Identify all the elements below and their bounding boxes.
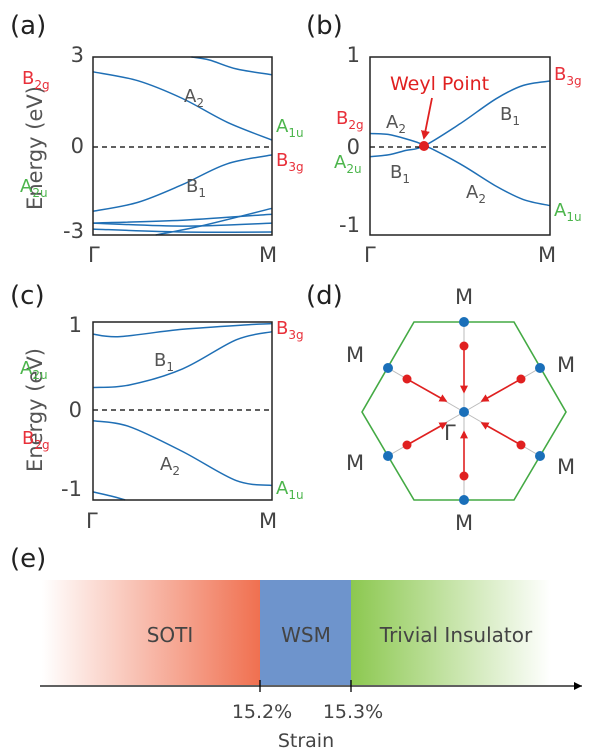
- band-c-2: [92, 419, 273, 487]
- panel-d: (d): [306, 281, 575, 535]
- strain-boundary-2: 15.3%: [323, 701, 383, 723]
- band-a-3: [191, 56, 273, 76]
- band-a-5: [92, 213, 273, 224]
- bz-arrows: [406, 346, 522, 476]
- phase-wsm-region: [260, 580, 351, 685]
- phase-soti-region: [42, 580, 260, 685]
- panel-a-ytick-top: 3: [71, 43, 84, 67]
- band-b-2: [369, 80, 551, 158]
- bz-vertex-label-upper-left: M: [346, 343, 364, 367]
- weyl-point-marker: [419, 141, 429, 151]
- panel-c-ytick-bottom: -1: [61, 477, 82, 501]
- panel-a-irrep-b2g: B2g: [22, 68, 50, 92]
- panel-a-frame: [92, 56, 273, 236]
- bz-vertex-label-bottom: M: [455, 511, 473, 535]
- bz-high-symmetry-points: [383, 317, 545, 505]
- phase-trivial-label: Trivial Insulator: [379, 623, 533, 647]
- panel-b-irrep-a2-bot: A2: [466, 182, 486, 206]
- panel-d-label: (d): [306, 281, 343, 311]
- panel-a-ylabel: Energy (eV): [23, 86, 47, 210]
- bz-vertex-label-lower-right: M: [557, 455, 575, 479]
- band-a-6: [92, 222, 273, 227]
- band-c-1: [92, 330, 273, 389]
- weyl-point-arrow: [420, 97, 433, 140]
- panel-b: (b) 1 0 -1 Γ M Weyl Point B2g A2u B3g A1…: [306, 11, 582, 267]
- band-c-4: [92, 491, 126, 501]
- band-a-1: [92, 71, 273, 141]
- panel-a-ytick-zero: 0: [71, 134, 84, 158]
- panel-c-irrep-a2u: A2u: [20, 358, 48, 382]
- panel-b-irrep-a1u: A1u: [554, 200, 582, 224]
- panel-c-ytick-top: 1: [69, 313, 82, 337]
- panel-c-frame: [92, 321, 273, 501]
- panel-c-label: (c): [10, 281, 45, 311]
- panel-c-xtick-m: M: [259, 509, 277, 533]
- strain-boundary-1: 15.2%: [232, 701, 292, 723]
- phase-soti-label: SOTI: [147, 623, 194, 647]
- panel-b-irrep-a2u: A2u: [334, 152, 362, 176]
- panel-b-xtick-gamma: Γ: [364, 243, 376, 267]
- band-a-2: [92, 154, 273, 213]
- panel-b-xtick-m: M: [538, 243, 556, 267]
- panel-a-label: (a): [10, 11, 46, 41]
- panel-a: (a) Energy (eV) 3 0 -3 Γ M B2g A2u A1u B…: [10, 11, 304, 267]
- panel-c-irrep-b1: B1: [154, 350, 174, 374]
- panel-a-xtick-gamma: Γ: [88, 243, 100, 267]
- panel-c-ylabel: Energy (eV): [23, 348, 47, 472]
- panel-b-irrep-b2g: B2g: [336, 108, 364, 132]
- panel-b-ytick-top: 1: [347, 43, 360, 67]
- panel-b-frame: [369, 56, 551, 236]
- strain-axis-label: Strain: [278, 730, 334, 752]
- panel-b-label: (b): [306, 11, 343, 41]
- panel-b-irrep-b3g: B3g: [554, 64, 582, 88]
- band-a-4: [92, 228, 273, 233]
- panel-c-xtick-gamma: Γ: [86, 509, 98, 533]
- panel-c-irrep-b3g: B3g: [276, 318, 304, 342]
- panel-a-xtick-m: M: [259, 243, 277, 267]
- phase-wsm-label: WSM: [281, 623, 331, 647]
- panel-c-irrep-a2: A2: [160, 454, 180, 478]
- panel-b-irrep-b1-bot: B1: [390, 162, 410, 186]
- weyl-points-bz: [402, 341, 526, 481]
- bz-vertex-label-upper-right: M: [557, 353, 575, 377]
- weyl-point-label: Weyl Point: [390, 73, 489, 95]
- panel-a-irrep-a2u: A2u: [20, 176, 48, 200]
- panel-a-irrep-a2: A2: [184, 86, 204, 110]
- panel-e-label: (e): [10, 544, 46, 574]
- panel-a-irrep-a1u: A1u: [276, 116, 304, 140]
- phase-trivial-region: [351, 580, 551, 685]
- panel-a-irrep-b3g: B3g: [276, 150, 304, 174]
- bz-vertex-label-lower-left: M: [346, 451, 364, 475]
- panel-a-irrep-b1: B1: [186, 176, 206, 200]
- band-b-1: [369, 132, 551, 207]
- strain-axis-arrowhead: [574, 682, 582, 690]
- panel-e: (e) SOTI WSM Trivial Insulator 15.2% 15.…: [10, 544, 582, 752]
- panel-b-irrep-a2-top: A2: [386, 112, 406, 136]
- band-a-7: [155, 207, 273, 236]
- band-c-3: [92, 322, 273, 338]
- panel-c-irrep-a1u: A1u: [276, 478, 304, 502]
- panel-b-irrep-b1-top: B1: [500, 104, 520, 128]
- panel-b-ytick-bottom: -1: [339, 213, 360, 237]
- bz-gamma-label: Γ: [444, 421, 456, 445]
- panel-b-ytick-zero: 0: [347, 135, 360, 159]
- bz-vertex-label-top: M: [455, 285, 473, 309]
- panel-a-ytick-bottom: -3: [63, 219, 84, 243]
- brillouin-zone-hexagon: [361, 321, 567, 501]
- panel-c-ytick-zero: 0: [69, 398, 82, 422]
- panel-c-irrep-b2g: B2g: [22, 428, 50, 452]
- panel-c: (c) Energy (eV) 1 0 -1 Γ M A2u B2g B3g A…: [10, 281, 304, 533]
